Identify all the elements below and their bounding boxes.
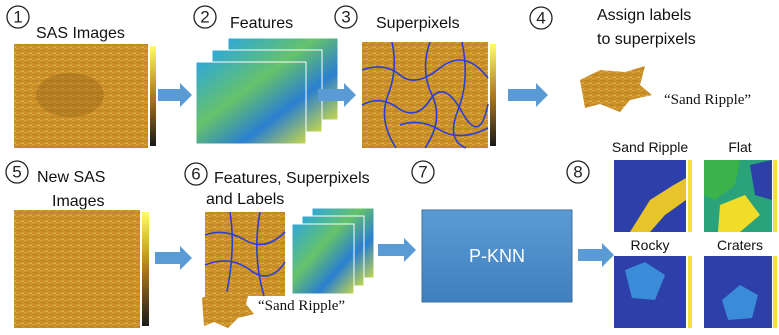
step-number: 5 — [12, 163, 21, 182]
class-region — [704, 160, 740, 200]
example-label: “Sand Ripple” — [258, 298, 345, 314]
arrow — [508, 83, 548, 107]
class-region — [718, 195, 760, 232]
colorbar — [688, 256, 692, 328]
step-title: Features — [230, 15, 293, 32]
labeled-superpixel — [202, 288, 254, 328]
step-markers: 1 2 3 4 5 6 7 8 — [5, 5, 590, 186]
boundary — [399, 121, 489, 137]
superpixel-image — [205, 212, 285, 296]
step-number: 1 — [13, 8, 22, 27]
step-title: to superpixels — [597, 31, 696, 48]
step-title: and Labels — [206, 191, 284, 208]
superpixel-boundaries — [361, 41, 489, 149]
class-region — [625, 262, 665, 300]
arrow — [578, 243, 614, 267]
boundary — [204, 231, 286, 246]
step-title: New SAS — [37, 169, 105, 186]
superpixel-boundaries — [204, 211, 286, 297]
step-number: 4 — [536, 9, 545, 28]
feature-map — [291, 223, 355, 295]
superpixel-image — [362, 42, 488, 148]
step-title: SAS Images — [36, 25, 125, 42]
class-label: Sand Ripple — [612, 139, 688, 155]
step-circle — [334, 5, 358, 29]
step-title: Features, Superpixels — [214, 170, 370, 187]
step-number: 7 — [418, 163, 427, 182]
arrow — [378, 238, 416, 262]
step-number: 3 — [341, 8, 350, 27]
step-circle — [193, 5, 217, 29]
feature-map — [195, 61, 307, 145]
boundary — [452, 41, 467, 149]
boundary — [361, 91, 489, 128]
arrow — [155, 246, 192, 270]
class-region — [750, 160, 772, 200]
colorbar — [150, 46, 156, 146]
boundary — [225, 211, 234, 297]
class-label: Rocky — [631, 237, 670, 253]
colorbar — [142, 212, 149, 326]
step-circle — [5, 160, 29, 184]
step-circle — [184, 162, 208, 186]
sas-image — [14, 44, 148, 148]
colorbar — [490, 44, 496, 146]
step-circle — [411, 160, 435, 184]
step-title: Images — [52, 193, 104, 210]
class-region — [722, 285, 758, 320]
step-circle — [566, 160, 590, 184]
step-number: 2 — [200, 8, 209, 27]
colorbar — [688, 160, 692, 232]
step-circle — [529, 6, 553, 30]
model-box — [421, 209, 573, 303]
boundary — [383, 41, 397, 149]
example-label: “Sand Ripple” — [664, 92, 751, 108]
step-number: 6 — [191, 165, 200, 184]
arrow — [318, 83, 356, 107]
boundary — [256, 211, 265, 297]
boundary — [424, 41, 438, 149]
step-title: Superpixels — [376, 15, 460, 32]
image-texture — [36, 73, 104, 117]
colorbar — [773, 160, 777, 232]
class-label: Craters — [717, 237, 763, 253]
model-name: P-KNN — [469, 246, 525, 266]
step-title: Assign labels — [597, 7, 691, 24]
boundary — [204, 260, 286, 277]
class-label: Flat — [728, 139, 751, 155]
labeled-superpixel — [580, 66, 652, 112]
step-number: 8 — [573, 163, 582, 182]
class-region — [630, 178, 686, 232]
colorbar — [773, 256, 777, 328]
step-circle — [6, 5, 30, 29]
arrow — [158, 83, 192, 107]
sas-image — [14, 210, 140, 328]
